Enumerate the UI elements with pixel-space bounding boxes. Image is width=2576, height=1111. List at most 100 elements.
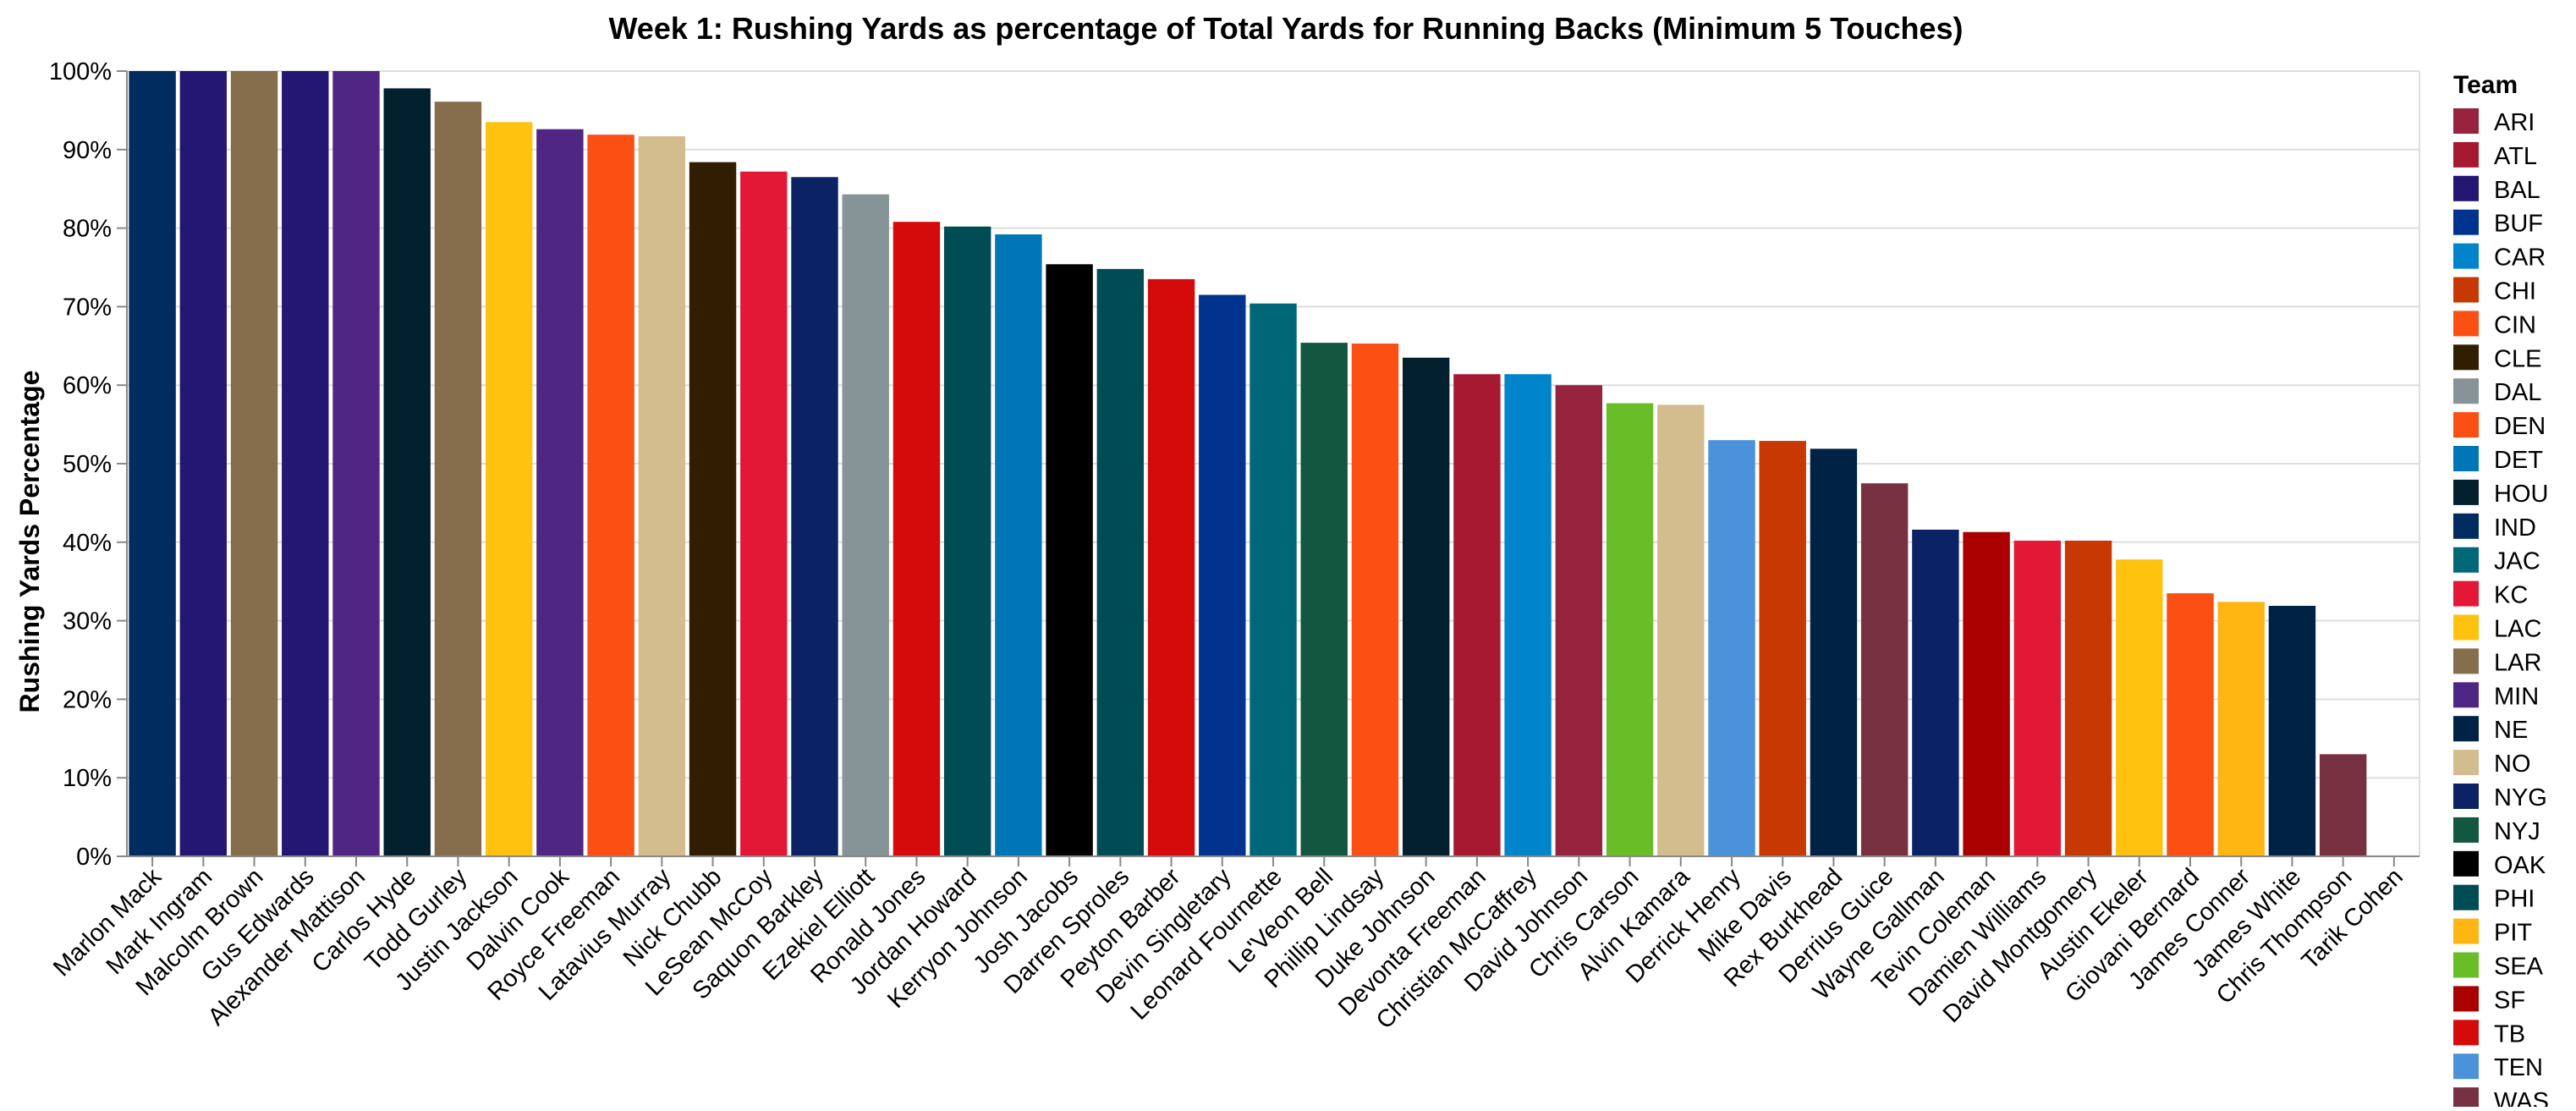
legend-label: SF [2494,987,2525,1014]
legend-swatch [2453,1053,2479,1080]
legend-label: PIT [2494,920,2532,947]
bar [1657,404,1705,856]
bars [129,71,2367,857]
bar [2217,602,2265,856]
y-axis-title: Rushing Yards Percentage [14,371,45,713]
bar [1810,448,1858,856]
legend-label: KC [2494,582,2528,609]
legend-label: HOU [2494,481,2548,508]
y-tick-label: 100% [49,58,112,85]
legend-label: BAL [2494,177,2540,204]
bar [179,71,228,856]
legend-swatch [2453,1087,2479,1111]
bar [1250,303,1297,856]
legend-label: TB [2494,1020,2525,1048]
bar [1759,441,1806,856]
bar [1147,278,1195,856]
bar [842,194,889,857]
bar [129,71,176,856]
legend-swatch [2453,513,2479,539]
bar [1963,531,2010,856]
bar [1351,344,1399,856]
legend-swatch [2453,277,2479,303]
legend-label: CAR [2494,245,2546,272]
bar [740,171,788,856]
legend-swatch [2453,750,2479,776]
bar [791,177,838,856]
y-tick-label: 80% [63,216,112,243]
legend-swatch [2453,1020,2479,1046]
legend-swatch [2453,648,2479,674]
legend-title: Team [2453,71,2518,99]
legend-label: LAR [2494,649,2541,676]
legend-swatch [2453,850,2479,877]
y-tick-label: 70% [63,294,112,321]
legend-label: BUF [2494,211,2543,238]
chart-title: Week 1: Rushing Yards as percentage of T… [608,11,1963,46]
legend-label: NYG [2494,784,2547,811]
bar [282,71,329,856]
legend: Team ARI ATL BAL BUF CAR CHI CIN CLE DAL DEN DET HO… [2453,71,2549,1111]
bar [485,122,533,856]
legend-label: NO [2494,751,2531,778]
legend-label: NYJ [2494,818,2540,845]
bar [383,88,431,856]
bar [1555,385,1603,856]
legend-swatch [2453,614,2479,641]
bar [2268,605,2316,856]
legend-swatch [2453,952,2479,978]
legend-label: IND [2494,514,2536,542]
legend-swatch [2453,243,2479,269]
legend-swatch [2453,412,2479,438]
legend-swatch [2453,311,2479,337]
legend-swatch [2453,580,2479,607]
bar [2013,540,2062,856]
y-tick-label: 40% [63,530,112,557]
bar [638,136,686,857]
legend-swatch [2453,479,2479,505]
bar [689,162,737,856]
bar [536,129,584,856]
bar [1046,264,1093,857]
bar [332,71,380,856]
y-tick-label: 30% [63,608,112,635]
legend-swatch [2453,446,2479,471]
bar [1096,268,1145,857]
legend-swatch [2453,141,2479,168]
legend-swatch [2453,175,2479,201]
y-tick-label: 90% [63,137,112,164]
bar [1199,294,1246,857]
bar [893,222,941,856]
legend-label: CLE [2494,345,2541,372]
legend-label: LAC [2494,616,2541,643]
legend-label: CHI [2494,278,2536,305]
legend-label: WAS [2494,1088,2549,1107]
bar [1504,374,1552,856]
legend-swatch [2453,986,2479,1012]
bar [230,71,278,856]
legend-swatch [2453,378,2479,404]
legend-label: SEA [2494,954,2544,981]
legend-label: DEN [2494,413,2546,440]
bar [1708,440,1755,856]
y-tick-label: 60% [63,372,112,399]
legend-label: JAC [2494,548,2540,575]
legend-swatch [2453,682,2479,708]
bar [943,226,991,856]
bar [2116,559,2163,856]
bar [995,234,1042,856]
legend-label: PHI [2494,886,2535,913]
legend-swatch [2453,716,2479,742]
bar [1402,357,1450,857]
legend-swatch [2453,817,2479,843]
bar [1860,483,1909,856]
bar [1606,403,1654,856]
legend-label: CIN [2494,311,2536,338]
y-tick-label: 50% [63,451,112,478]
y-tick-label: 10% [63,765,112,792]
legend-swatch [2453,108,2479,134]
bar [2064,540,2112,856]
bar [1300,343,1348,856]
